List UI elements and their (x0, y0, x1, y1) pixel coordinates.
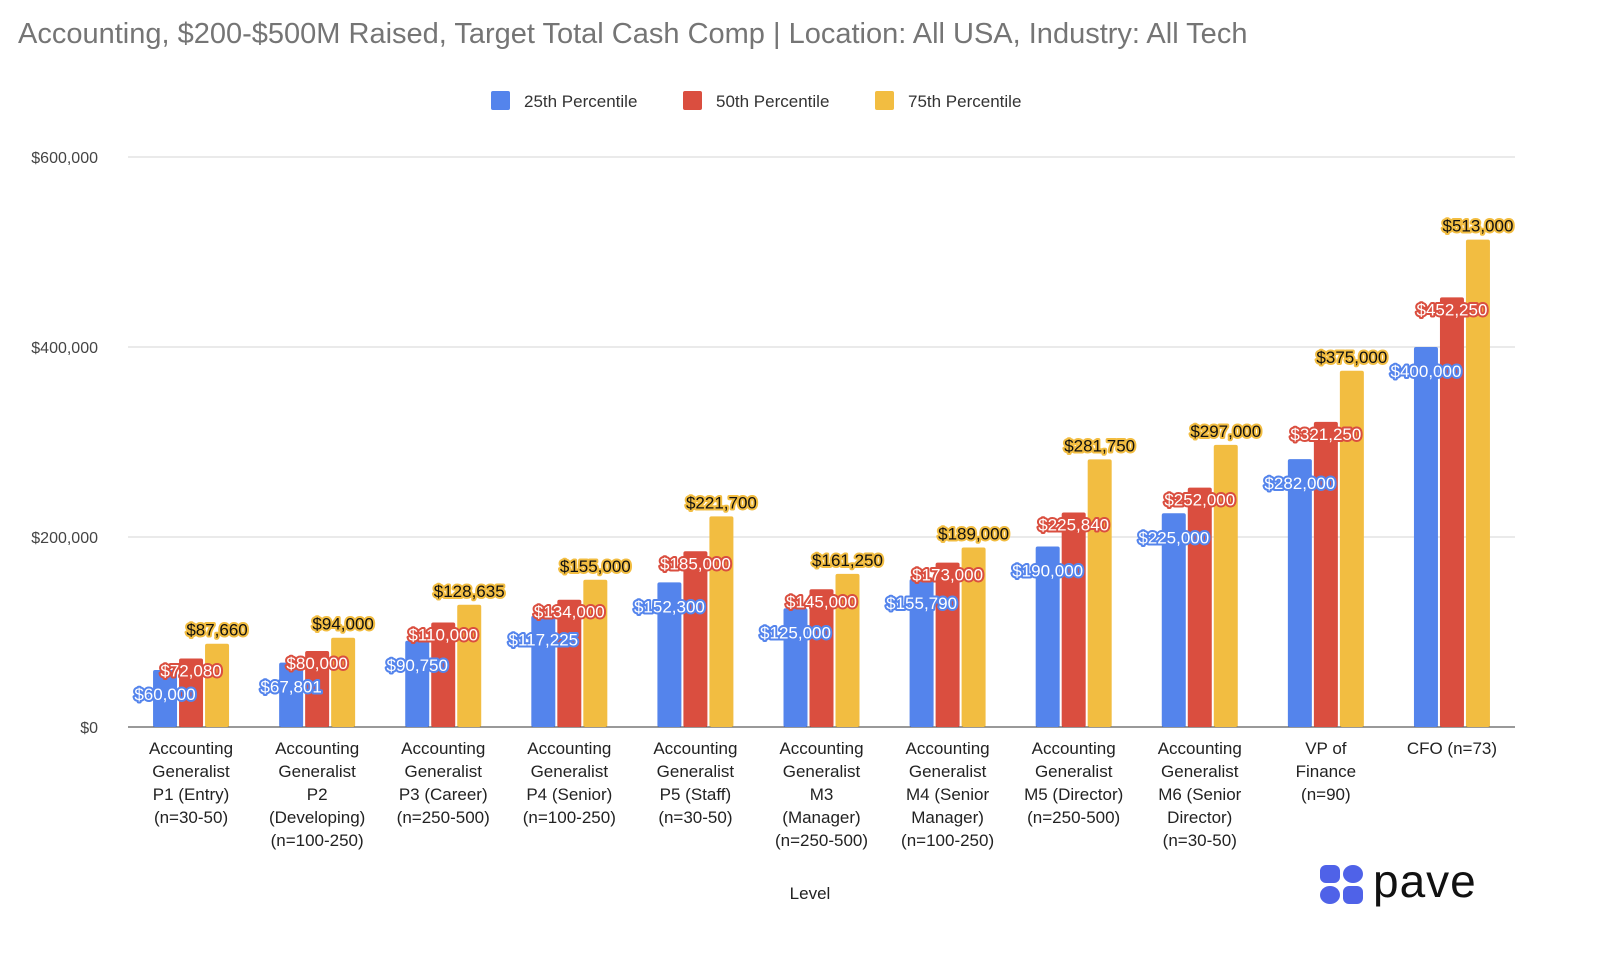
data-label: $67,801 (260, 678, 321, 697)
data-label: $400,000 (1391, 362, 1462, 381)
data-label: $128,635 (434, 582, 505, 601)
legend-swatch (491, 91, 510, 110)
bar (1161, 513, 1186, 727)
y-tick-label: $0 (80, 720, 98, 737)
data-label: $87,660 (186, 621, 247, 640)
bar (709, 516, 734, 727)
data-label: $117,225 (508, 631, 578, 650)
bar (531, 615, 556, 727)
bar (405, 640, 430, 727)
bar (809, 589, 834, 727)
bar (1439, 297, 1464, 727)
data-label: $173,000 (912, 566, 983, 585)
data-label: $161,250 (812, 551, 883, 570)
pave-logo-text: pave (1373, 854, 1477, 907)
bar (279, 662, 304, 727)
data-label: $513,000 (1443, 217, 1514, 236)
pave-logo-mark (1320, 865, 1363, 904)
legend-label: 50th Percentile (716, 92, 829, 111)
data-label: $375,000 (1316, 348, 1387, 367)
x-tick-label: Accounting Generalist P3 (Career) (n=250-50… (397, 739, 490, 827)
x-tick-label: VP of Finance (n=90) (1296, 739, 1356, 804)
data-label: $190,000 (1012, 562, 1083, 581)
data-label: $185,000 (660, 554, 731, 573)
data-label: $72,080 (160, 662, 221, 681)
data-label: $452,250 (1417, 300, 1488, 319)
bar (683, 551, 708, 727)
data-label: $282,000 (1264, 474, 1335, 493)
bar (935, 562, 960, 727)
x-tick-label: Accounting Generalist M3 (Manager) (n=250-50… (775, 739, 868, 850)
bar (1213, 444, 1238, 727)
bar (1087, 459, 1112, 727)
data-label: $155,790 (886, 594, 957, 613)
data-label: $297,000 (1190, 422, 1261, 441)
data-label: $125,000 (760, 623, 831, 642)
data-label: $60,000 (134, 685, 195, 704)
bar (783, 608, 808, 727)
bar (1313, 421, 1338, 727)
data-label: $225,840 (1038, 515, 1109, 534)
bar (1035, 546, 1060, 727)
bar (657, 582, 682, 727)
legend-swatch (683, 91, 702, 110)
data-label: $221,700 (686, 493, 757, 512)
data-label: $281,750 (1064, 436, 1135, 455)
data-label: $110,000 (408, 626, 478, 645)
bar (557, 599, 582, 727)
y-tick-label: $200,000 (31, 530, 98, 547)
bar (179, 658, 204, 727)
bar (1187, 487, 1212, 727)
data-label: $80,000 (286, 654, 347, 673)
chart-title: Accounting, $200-$500M Raised, Target To… (18, 18, 1248, 50)
x-tick-label: Accounting Generalist P4 (Senior) (n=100-25… (523, 739, 616, 827)
bar (1339, 370, 1364, 727)
bar (909, 578, 934, 727)
bar (331, 637, 356, 727)
legend-label: 75th Percentile (908, 92, 1021, 111)
bar (1061, 512, 1086, 727)
bar (205, 643, 230, 727)
bar (583, 579, 608, 727)
x-tick-label: Accounting Generalist P2 (Developing) (n=100… (269, 739, 365, 850)
x-tick-label: Accounting Generalist P1 (Entry) (n=30-50) (149, 739, 233, 827)
data-label: $152,300 (634, 597, 705, 616)
data-label: $225,000 (1138, 528, 1209, 547)
x-tick-label: CFO (n=73) (1407, 739, 1497, 758)
data-label: $321,250 (1290, 425, 1361, 444)
data-label: $90,750 (387, 656, 448, 675)
legend-swatch (875, 91, 894, 110)
data-label: $145,000 (786, 592, 857, 611)
x-axis-title: Level (790, 884, 831, 903)
pave-logo: pave (1320, 858, 1477, 904)
data-label: $94,000 (312, 615, 373, 634)
bar (1413, 347, 1438, 727)
data-label: $189,000 (938, 524, 1009, 543)
bar (305, 651, 330, 727)
bar (457, 604, 482, 727)
y-tick-label: $600,000 (31, 150, 98, 167)
x-tick-label: Accounting Generalist M4 (Senior Manager) (n… (901, 739, 994, 850)
x-tick-label: Accounting Generalist M5 (Director) (n=250-… (1024, 739, 1123, 827)
bar (1287, 459, 1312, 727)
data-label: $155,000 (560, 557, 631, 576)
x-tick-label: Accounting Generalist M6 (Senior Director)(… (1158, 739, 1242, 850)
data-label: $134,000 (534, 603, 605, 622)
y-tick-label: $400,000 (31, 340, 98, 357)
bar (835, 573, 860, 727)
data-label: $252,000 (1164, 491, 1235, 510)
bar (153, 670, 178, 727)
bar (1465, 239, 1490, 727)
bar (431, 622, 456, 727)
legend-label: 25th Percentile (524, 92, 637, 111)
bar (961, 547, 986, 727)
x-tick-label: Accounting Generalist P5 (Staff) (n=30-50) (653, 739, 737, 827)
